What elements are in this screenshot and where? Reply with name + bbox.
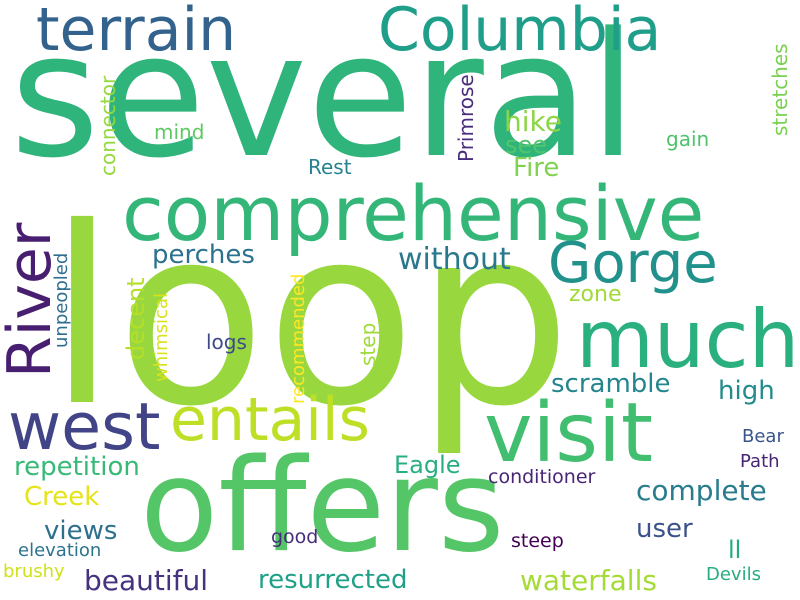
word-whimsical: whimsical: [151, 293, 172, 382]
word-Bear: Bear: [742, 426, 784, 447]
word-Gorge: Gorge: [548, 231, 718, 296]
word-much: much: [576, 293, 800, 386]
word-elevation: elevation: [18, 540, 102, 561]
word-Eagle: Eagle: [394, 451, 461, 479]
word-step: step: [356, 322, 380, 366]
word-comprehensive: comprehensive: [122, 169, 705, 258]
word-west: west: [8, 390, 161, 465]
word-good: good: [271, 526, 319, 548]
word-connector: connector: [96, 75, 120, 176]
word-waterfalls: waterfalls: [520, 564, 657, 597]
word-high: high: [718, 376, 775, 406]
word-hike: hike: [504, 105, 562, 138]
word-steep: steep: [511, 530, 564, 552]
word-Columbia: Columbia: [378, 0, 662, 65]
word-entails: entails: [170, 385, 370, 455]
word-mind: mind: [154, 120, 205, 144]
word-offers: offers: [140, 432, 505, 581]
word-stretches: stretches: [768, 43, 792, 136]
word-loop: loop: [48, 175, 572, 460]
word-Primrose: Primrose: [454, 74, 478, 162]
word-complete: complete: [636, 474, 767, 507]
word-resurrected: resurrected: [258, 565, 408, 595]
word-terrain: terrain: [36, 0, 237, 65]
word-user: user: [636, 514, 693, 544]
word-recommended: recommended: [288, 273, 309, 404]
word-conditioner: conditioner: [488, 466, 596, 488]
word-beautiful: beautiful: [84, 564, 209, 597]
word-views: views: [44, 516, 118, 546]
word-see: see: [505, 131, 548, 159]
word-decent: decent: [122, 277, 150, 360]
word-zone: zone: [569, 282, 622, 307]
word-Fire: Fire: [513, 153, 560, 183]
word-scramble: scramble: [551, 369, 671, 399]
word-unpeopled: unpeopled: [51, 252, 72, 348]
word-ll: ll: [728, 536, 742, 564]
word-several: several: [10, 0, 637, 196]
word-perches: perches: [152, 240, 255, 270]
word-repetition: repetition: [14, 452, 140, 482]
word-gain: gain: [666, 127, 710, 151]
word-logs: logs: [206, 330, 247, 354]
word-brushy: brushy: [3, 561, 65, 582]
word-Devils: Devils: [706, 564, 761, 585]
word-Creek: Creek: [24, 482, 100, 512]
word-visit: visit: [484, 386, 653, 481]
word-Rest: Rest: [308, 155, 352, 179]
word-Path: Path: [740, 451, 780, 472]
word-without: without: [398, 242, 511, 277]
